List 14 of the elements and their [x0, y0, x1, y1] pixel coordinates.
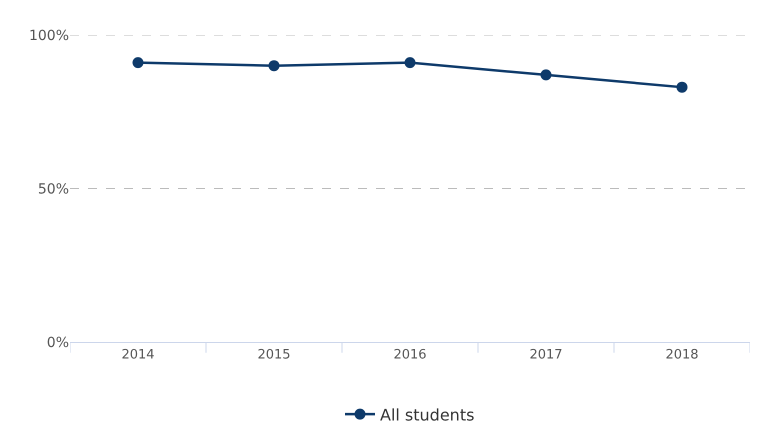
y-tick-label: 0%	[46, 334, 69, 351]
x-tick-label: 2017	[529, 348, 563, 363]
x-tick-label: 2018	[665, 348, 699, 363]
x-tick-label: 2014	[121, 348, 155, 363]
y-tick-label: 50%	[38, 181, 69, 198]
point	[132, 57, 144, 68]
point	[268, 60, 280, 72]
x-tick-label: 2016	[393, 348, 427, 363]
point	[676, 82, 688, 93]
point	[404, 57, 416, 68]
x-tick-label: 2015	[257, 348, 291, 363]
y-tick-label: 100%	[28, 28, 69, 44]
legend-label: All students	[380, 405, 474, 424]
point	[540, 69, 552, 80]
